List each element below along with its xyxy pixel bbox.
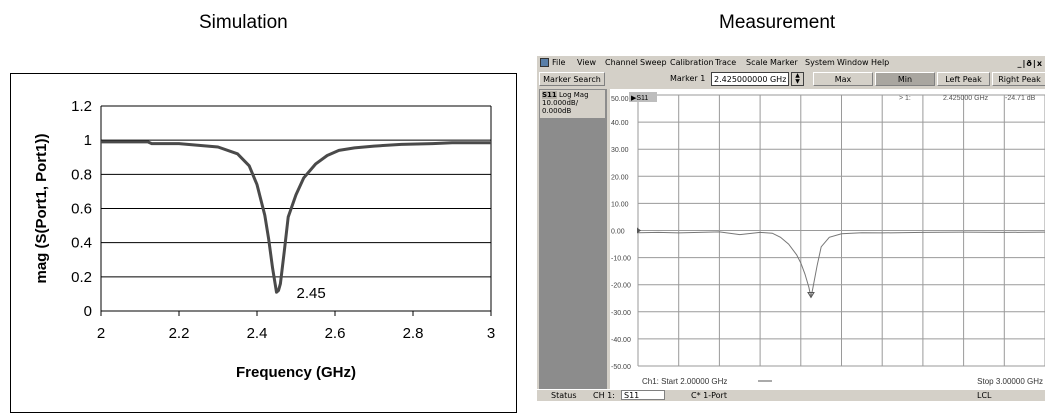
meas-y-tick-label: -30.00 [611,310,631,317]
marker-label: Marker 1 [670,74,706,83]
status-channel: CH 1: [593,391,615,400]
sim-grid [100,105,492,316]
sim-x-tick-label: 2 [97,325,105,342]
sim-x-tick-label: 2.6 [325,325,346,342]
trace-scale: 10.000dB/ [542,99,579,107]
menu-item-file[interactable]: File [552,58,566,67]
simulation-chart: 0 0.2 0.4 0.6 0.8 1 1.2 2 2.2 2.4 2.6 2.8 3 2.45 Fre… [33,98,495,381]
menu-item-sweep[interactable]: Sweep [640,58,667,67]
menu-item-trace[interactable]: Trace [715,58,737,67]
min-button[interactable]: Min [875,72,935,86]
marker-toolbar: Marker Search Marker 1 ▲▼ Max Min Left P… [537,71,1045,88]
sim-y-axis-label: mag (S(Port1, Port1)) [33,133,50,283]
trace-ref: 0.000dB [542,107,572,115]
meas-y-tick-label: -10.00 [611,256,631,263]
meas-y-tick-label: -20.00 [611,283,631,290]
sweep-start-label: Ch1: Start 2.00000 GHz [642,377,727,386]
marker-triangle-icon [807,291,815,299]
sim-x-tick-label: 3 [487,325,495,342]
window-controls[interactable]: _|ð|x [1017,59,1043,68]
meas-y-tick-label: 30.00 [611,147,629,154]
meas-y-tick-label: -40.00 [611,337,631,344]
max-button[interactable]: Max [813,72,873,86]
trace-format: Log Mag [559,91,589,99]
menu-item-system[interactable]: System [805,58,835,67]
meas-y-tick-label: -50.00 [611,364,631,371]
sim-x-axis-label: Frequency (GHz) [236,364,356,381]
menu-item-channel[interactable]: Channel [605,58,638,67]
meas-series-line [637,231,1045,298]
sim-x-tick-label: 2.8 [403,325,424,342]
sim-y-tick-label: 0.4 [71,235,92,252]
status-port: C* 1-Port [691,391,727,400]
sim-ticks: 0 0.2 0.4 0.6 0.8 1 1.2 2 2.2 2.4 2.6 2.8 3 [71,98,495,342]
simulation-heading: Simulation [199,12,288,33]
marker-number: > 1: [899,95,911,102]
marker-value-readout: -24.71 dB [1005,95,1036,102]
meas-y-tick-label: 10.00 [611,201,629,208]
status-lcl: LCL [977,391,992,400]
measurement-heading: Measurement [719,12,836,33]
left-peak-button[interactable]: Left Peak [937,72,990,86]
sim-y-tick-label: 0.6 [71,201,92,218]
status-label: Status [551,391,577,400]
trace-name: S11 [542,91,557,99]
simulation-chart-frame: 0 0.2 0.4 0.6 0.8 1 1.2 2 2.2 2.4 2.6 2.8 3 2.45 Fre… [10,73,517,413]
sim-y-tick-label: 0 [84,303,92,320]
meas-y-tick-label: 40.00 [611,120,629,127]
marker-search-button[interactable]: Marker Search [539,72,605,86]
menu-item-marker[interactable]: Marker [770,58,798,67]
meas-ticks: 50.00 40.00 30.00 20.00 10.00 0.00 -10.00 -20.0… [611,96,631,371]
right-peak-button[interactable]: Right Peak [992,72,1045,86]
meas-y-tick-label: 0.00 [611,229,625,236]
trace-panel: S11 Log Mag 10.000dB/ 0.000dB [539,89,607,389]
analyzer-statusbar: Status CH 1: S11 C* 1-Port LCL [537,389,1045,401]
sim-x-tick-label: 2.2 [169,325,190,342]
graph-trace-tag-bg [629,92,657,102]
reference-arrow-icon [637,227,641,234]
menu-item-view[interactable]: View [577,58,596,67]
trace-tab-s11[interactable]: S11 Log Mag 10.000dB/ 0.000dB [540,90,605,118]
sim-series-line [101,140,491,294]
marker-frequency-readout: 2.425000 GHz [943,95,989,102]
analyzer-window: File View Channel Sweep Calibration Trace Scal… [537,56,1045,401]
marker-frequency-input[interactable] [711,72,789,86]
status-param-field: S11 [621,390,665,400]
sweep-stop-label: Stop 3.00000 GHz [977,377,1043,386]
measurement-chart: 50.00 40.00 30.00 20.00 10.00 0.00 -10.00 -20.0… [611,92,1045,386]
graph-trace-tag: ▶S11 [631,95,648,102]
sim-y-tick-label: 1 [84,132,92,149]
meas-y-tick-label: 50.00 [611,96,629,103]
menu-item-help[interactable]: Help [871,58,890,67]
menu-item-calibration[interactable]: Calibration [670,58,714,67]
sim-y-tick-label: 0.8 [71,166,92,183]
sim-x-tick-label: 2.4 [247,325,268,342]
meas-y-tick-label: 20.00 [611,174,629,181]
analyzer-menubar: File View Channel Sweep Calibration Trace Scal… [537,56,1045,69]
marker-spinner[interactable]: ▲ ▼ [791,72,804,86]
menu-item-scale[interactable]: Scale [746,58,768,67]
sim-annotation: 2.45 [297,285,326,302]
analyzer-graph-area: 50.00 40.00 30.00 20.00 10.00 0.00 -10.00 -20.0… [610,89,1045,389]
sim-y-tick-label: 0.2 [71,269,92,286]
sim-y-tick-label: 1.2 [71,98,92,115]
meas-grid [637,94,1045,367]
app-icon [540,58,549,67]
menu-item-window[interactable]: Window [837,58,869,67]
